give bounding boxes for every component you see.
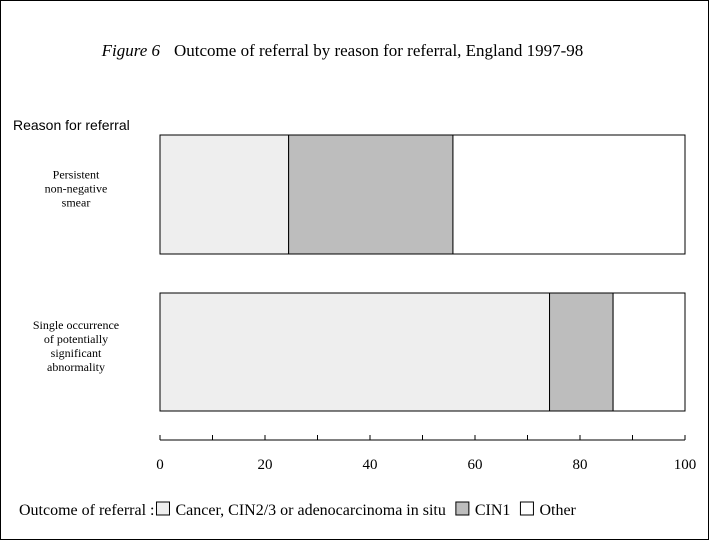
x-tick-label-40: 40 bbox=[363, 457, 378, 473]
category-label-1-line-3: smear bbox=[62, 196, 91, 210]
bar-segment-1-3 bbox=[452, 134, 686, 255]
legend-label-1: Cancer, CIN2/3 or adenocarcinoma in situ bbox=[175, 502, 445, 519]
x-axis: 0 20 40 60 80 100 bbox=[156, 435, 696, 473]
category-label-2-line-4: abnormality bbox=[47, 360, 105, 374]
category-label-1-line-2: non-negative bbox=[45, 182, 108, 196]
bar-segment-1-1 bbox=[159, 134, 290, 255]
category-label-2-line-3: significant bbox=[51, 346, 102, 360]
figure-label: Figure 6 bbox=[101, 41, 161, 60]
category-label-2-line-2: of potentially bbox=[44, 332, 108, 346]
x-tick-label-60: 60 bbox=[468, 457, 483, 473]
bar-segment-2-1 bbox=[159, 292, 551, 412]
legend-title: Outcome of referral : bbox=[19, 502, 154, 519]
chart-title: Outcome of referral by reason for referr… bbox=[174, 41, 583, 60]
legend-label-2: CIN1 bbox=[475, 502, 511, 519]
legend: Outcome of referral : Cancer, CIN2/3 or … bbox=[19, 501, 577, 519]
legend-label-3: Other bbox=[539, 502, 576, 519]
category-label-2-line-1: Single occurrence bbox=[33, 318, 119, 332]
bar-segment-2-3 bbox=[612, 292, 686, 412]
x-tick-label-100: 100 bbox=[674, 457, 697, 473]
legend-swatch-2 bbox=[455, 501, 470, 516]
y-axis-title: Reason for referral bbox=[13, 117, 130, 133]
legend-swatch-1 bbox=[155, 501, 170, 516]
bar-segment-1-2 bbox=[288, 134, 454, 255]
legend-items: Cancer, CIN2/3 or adenocarcinoma in situ… bbox=[155, 501, 577, 519]
x-tick-label-20: 20 bbox=[258, 457, 273, 473]
bars bbox=[159, 134, 686, 412]
category-label-1-line-1: Persistent bbox=[53, 168, 100, 182]
x-tick-label-0: 0 bbox=[156, 457, 164, 473]
legend-swatch-3 bbox=[519, 501, 534, 516]
x-tick-label-80: 80 bbox=[573, 457, 588, 473]
bar-segment-2-2 bbox=[549, 292, 614, 412]
